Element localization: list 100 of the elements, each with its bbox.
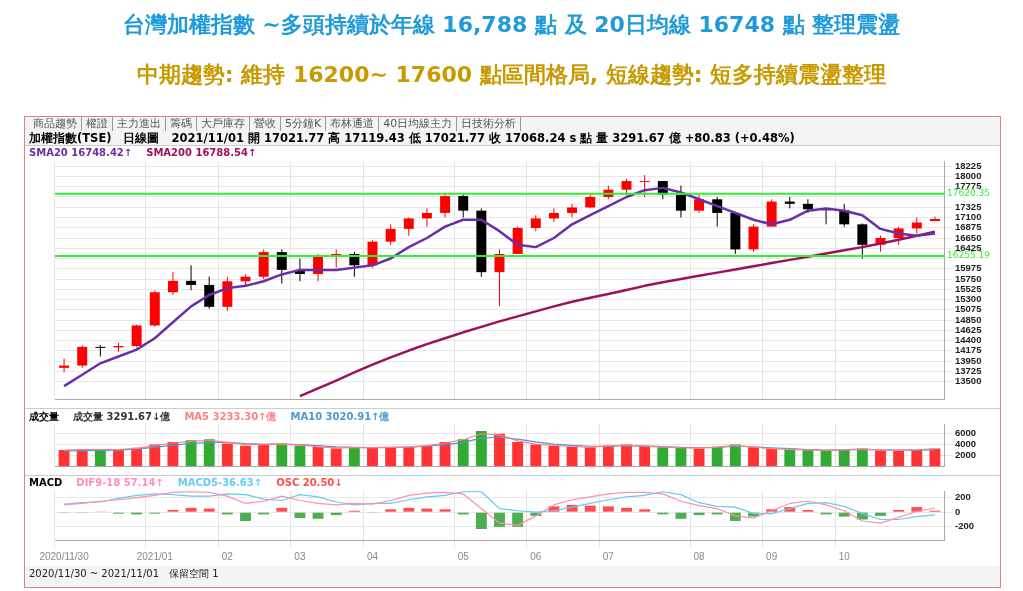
candlestick	[276, 248, 287, 285]
bar	[439, 509, 451, 512]
chart-title: 台灣加權指數 ~多頭持續於年線 16,788 點 及 20日均線 16748 點 整理震盪	[121, 11, 902, 39]
y-tick-label: 2000	[955, 449, 977, 461]
candlestick	[675, 185, 686, 218]
bar	[367, 447, 378, 467]
bar	[602, 445, 614, 467]
x-tick-label: 10	[838, 550, 851, 562]
bar	[475, 512, 487, 530]
y-tick-label: 14175	[955, 344, 983, 356]
bar	[185, 440, 197, 467]
y-tick-label: 0	[955, 505, 961, 517]
bar	[185, 507, 197, 512]
y-tick-label: 17100	[955, 211, 982, 223]
bar	[494, 512, 505, 527]
text: 主力進出	[113, 117, 166, 131]
bar	[856, 448, 868, 467]
series-label: MACD5-36.63↑	[177, 477, 263, 488]
text: 權證	[82, 117, 113, 131]
bar	[240, 512, 251, 521]
bar	[403, 507, 415, 512]
bar	[348, 447, 360, 467]
bar	[403, 446, 415, 467]
text: 加權指數(TSE) 日線圖 2021/11/01 開 17021.77 高 17119.43 低 17021.77 收 17068.24 s 點 量 3291.67 億 +80.83 (+0.48%)	[29, 131, 795, 145]
bar	[457, 439, 469, 467]
chart-title: 成交量	[29, 411, 59, 422]
y-tick-label: 18225	[955, 159, 983, 171]
candlestick	[385, 223, 396, 246]
bar	[602, 506, 614, 512]
bar	[530, 444, 542, 467]
y-tick-label: 4000	[955, 438, 977, 450]
text: 商品趨勢	[29, 117, 82, 131]
bar	[203, 508, 215, 512]
bar	[838, 512, 850, 517]
candlestick	[167, 271, 178, 296]
y-tick-label: 13725	[955, 364, 983, 376]
text: 40日均線主力	[379, 117, 458, 131]
bar	[385, 509, 397, 512]
bar	[294, 512, 306, 519]
bar	[639, 509, 651, 512]
bar	[294, 445, 306, 467]
bar	[875, 512, 886, 516]
bar	[276, 443, 288, 467]
bar	[621, 444, 632, 467]
x-tick-label: 07	[602, 550, 615, 562]
chart-title: MACD	[29, 477, 63, 488]
text: 營收	[250, 117, 281, 131]
bar	[58, 450, 70, 467]
bar	[693, 448, 705, 467]
candlestick	[548, 207, 559, 223]
bar	[276, 507, 288, 512]
bar	[784, 449, 796, 467]
y-tick-label: 13950	[955, 354, 982, 366]
x-tick-label: 2020/11/30	[39, 550, 90, 562]
bar	[875, 450, 886, 467]
y-tick-label: 16875	[955, 221, 983, 233]
candlestick	[421, 207, 432, 228]
candlestick	[186, 264, 197, 291]
y-tick-label: 15750	[955, 272, 982, 284]
y-tick-label: 14850	[955, 313, 982, 325]
bar	[639, 446, 651, 467]
bar	[221, 443, 233, 467]
bar	[675, 512, 687, 519]
y-tick-label: 14625	[955, 323, 983, 335]
candlestick	[929, 216, 940, 222]
x-tick-label: 2021/01	[136, 550, 174, 562]
bar	[820, 450, 832, 467]
candlestick	[77, 344, 88, 369]
bar	[131, 447, 143, 467]
bar	[566, 446, 578, 467]
y-tick-label: 13500	[955, 375, 982, 387]
x-tick-label: 06	[530, 550, 542, 562]
text: 2020/11/30 ~ 2021/11/01 保留空間 1	[28, 567, 220, 581]
bar	[421, 445, 433, 467]
y-tick-label: 15300	[955, 293, 982, 305]
x-tick-label: 02	[221, 550, 234, 562]
x-tick-label: 03	[294, 550, 306, 562]
y-tick-label: 15525	[955, 282, 983, 294]
bar	[766, 448, 778, 467]
bar	[911, 450, 923, 467]
bar	[312, 512, 324, 519]
bar	[330, 448, 342, 467]
x-tick-label: 08	[693, 550, 706, 562]
bar	[94, 450, 106, 467]
bar	[240, 445, 251, 467]
candlestick	[440, 194, 451, 218]
y-tick-label: 14400	[955, 334, 982, 346]
bar	[475, 431, 487, 467]
bar	[385, 447, 397, 467]
bar	[621, 507, 632, 512]
text: 日技術分析	[457, 117, 522, 131]
y-tick-label: 17325	[955, 200, 983, 212]
bar	[512, 441, 524, 467]
text: 5分鐘K	[281, 117, 327, 131]
bar	[584, 447, 596, 467]
bar	[203, 439, 215, 467]
bar	[657, 447, 669, 467]
y-tick-label: 16650	[955, 231, 982, 243]
bar	[548, 445, 560, 467]
candlestick	[639, 174, 650, 198]
